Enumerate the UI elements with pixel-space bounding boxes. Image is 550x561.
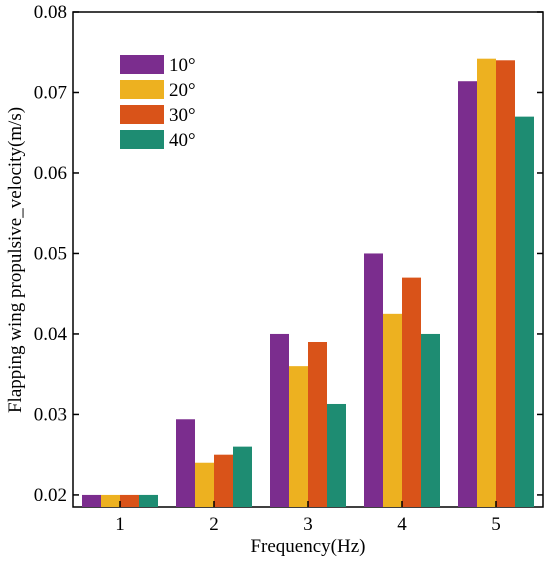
bar-3-series-3 xyxy=(308,342,327,507)
bar-1-series-1 xyxy=(82,494,101,507)
bar-1-series-4 xyxy=(139,494,158,507)
bar-5-series-2 xyxy=(477,58,496,508)
legend-swatch-4 xyxy=(120,130,164,149)
bar-2-series-4 xyxy=(233,446,252,507)
legend-label-3: 30° xyxy=(169,105,196,126)
x-tick-label: 3 xyxy=(303,514,313,535)
x-tick-label: 5 xyxy=(491,514,501,535)
bar-2-series-3 xyxy=(214,454,233,507)
x-tick-label: 2 xyxy=(209,514,219,535)
bar-3-series-4 xyxy=(327,403,346,507)
bar-4-series-3 xyxy=(402,277,421,507)
legend-swatch-2 xyxy=(120,80,164,99)
y-tick-label: 0.02 xyxy=(34,485,67,506)
y-axis: 0.02 0.03 0.04 0.05 0.06 0.07 0.08 xyxy=(34,2,543,506)
y-tick-label: 0.06 xyxy=(34,163,67,184)
y-tick-label: 0.03 xyxy=(34,404,67,425)
legend-label-1: 10° xyxy=(169,55,196,76)
bar-5-series-4 xyxy=(515,116,534,507)
y-axis-title: Flapping wing propulsive_velocity(m/s) xyxy=(5,107,26,413)
y-tick-label: 0.04 xyxy=(34,324,68,345)
bar-2-series-2 xyxy=(195,462,214,507)
bar-3-series-1 xyxy=(270,333,289,507)
x-axis: 1 2 3 4 5 xyxy=(115,501,501,535)
bar-1-series-3 xyxy=(120,494,139,507)
bar-4-series-4 xyxy=(421,333,440,507)
x-tick-label: 1 xyxy=(115,514,125,535)
x-tick-label: 4 xyxy=(397,514,407,535)
y-tick-label: 0.05 xyxy=(34,243,67,264)
bar-4-series-1 xyxy=(364,253,383,507)
x-axis-title: Frequency(Hz) xyxy=(250,536,365,557)
legend-swatch-1 xyxy=(120,55,164,74)
bar-5-series-1 xyxy=(458,81,477,507)
y-tick-label: 0.07 xyxy=(34,82,67,103)
legend-swatch-3 xyxy=(120,105,164,124)
legend-label-4: 40° xyxy=(169,130,196,151)
legend: 10° 20° 30° 40° xyxy=(120,55,196,151)
legend-label-2: 20° xyxy=(169,80,196,101)
bar-5-series-3 xyxy=(496,60,515,507)
bar-1-series-2 xyxy=(101,494,120,507)
bar-3-series-2 xyxy=(289,366,308,507)
bar-2-series-1 xyxy=(176,419,195,507)
bar-4-series-2 xyxy=(383,313,402,507)
y-tick-label: 0.08 xyxy=(34,2,67,23)
bars-layer xyxy=(82,58,534,508)
